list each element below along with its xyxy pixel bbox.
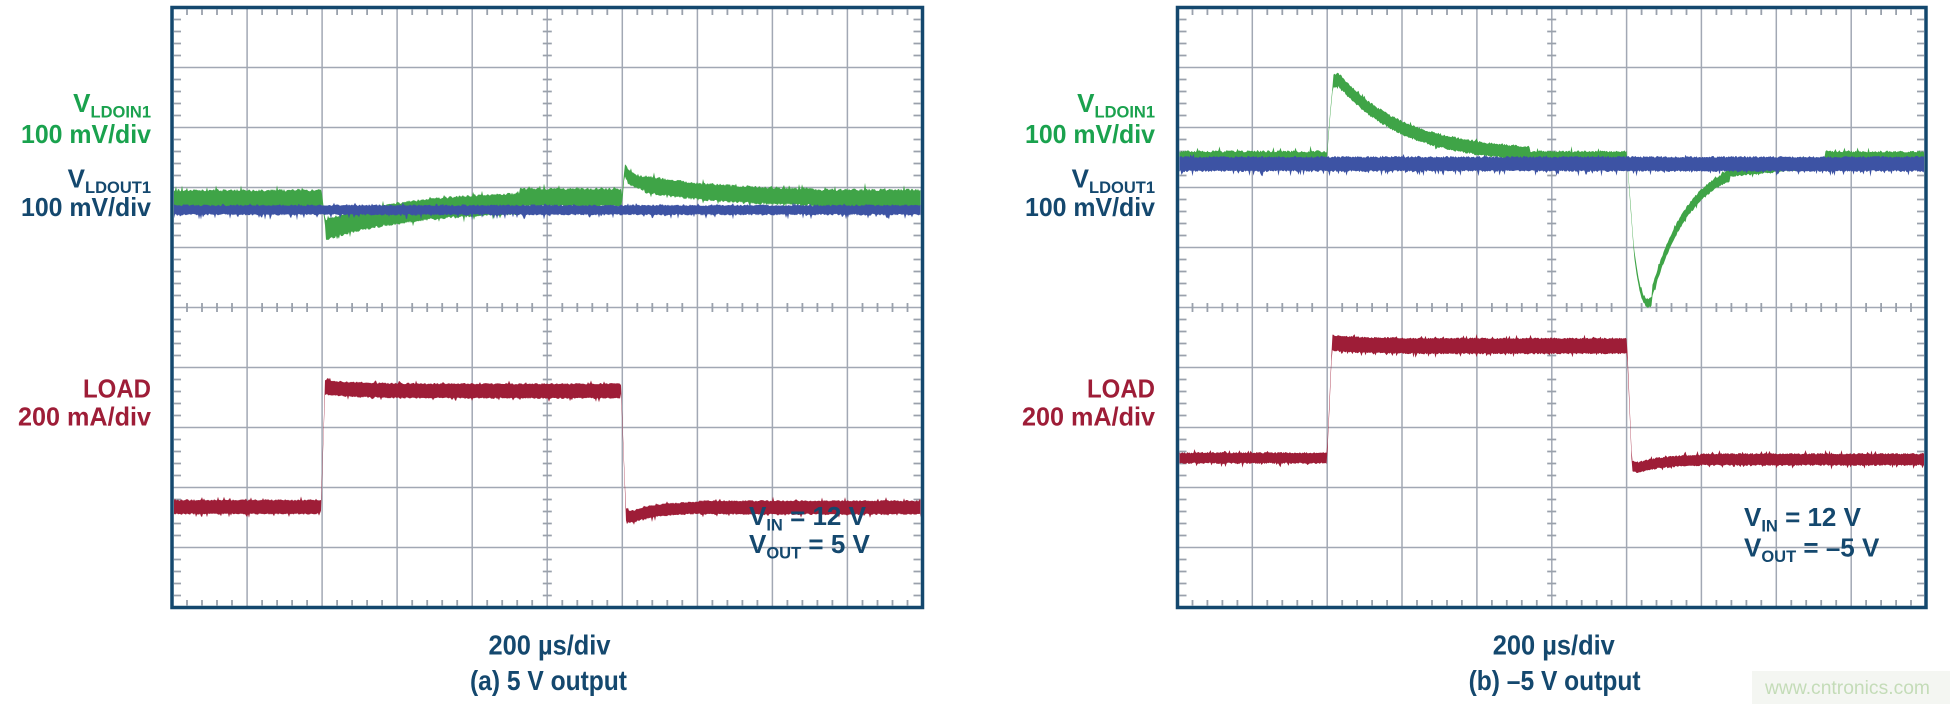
svg-text:(a) 5 V output: (a) 5 V output: [470, 665, 627, 696]
svg-text:LOAD: LOAD: [83, 374, 151, 404]
svg-text:200 mA/div: 200 mA/div: [1022, 402, 1156, 432]
svg-text:100 mV/div: 100 mV/div: [21, 192, 152, 222]
svg-text:100 mV/div: 100 mV/div: [1025, 119, 1156, 149]
svg-text:LOAD: LOAD: [1087, 374, 1155, 404]
svg-text:200 µs/div: 200 µs/div: [489, 630, 611, 661]
svg-text:200 µs/div: 200 µs/div: [1493, 630, 1615, 661]
svg-text:100 mV/div: 100 mV/div: [1025, 192, 1156, 222]
svg-text:www.cntronics.com: www.cntronics.com: [1764, 678, 1930, 699]
svg-text:VIN = 12 V: VIN = 12 V: [1744, 502, 1862, 536]
svg-text:(b) –5 V output: (b) –5 V output: [1469, 665, 1641, 696]
svg-text:200 mA/div: 200 mA/div: [18, 402, 152, 432]
svg-text:100 mV/div: 100 mV/div: [21, 119, 152, 149]
